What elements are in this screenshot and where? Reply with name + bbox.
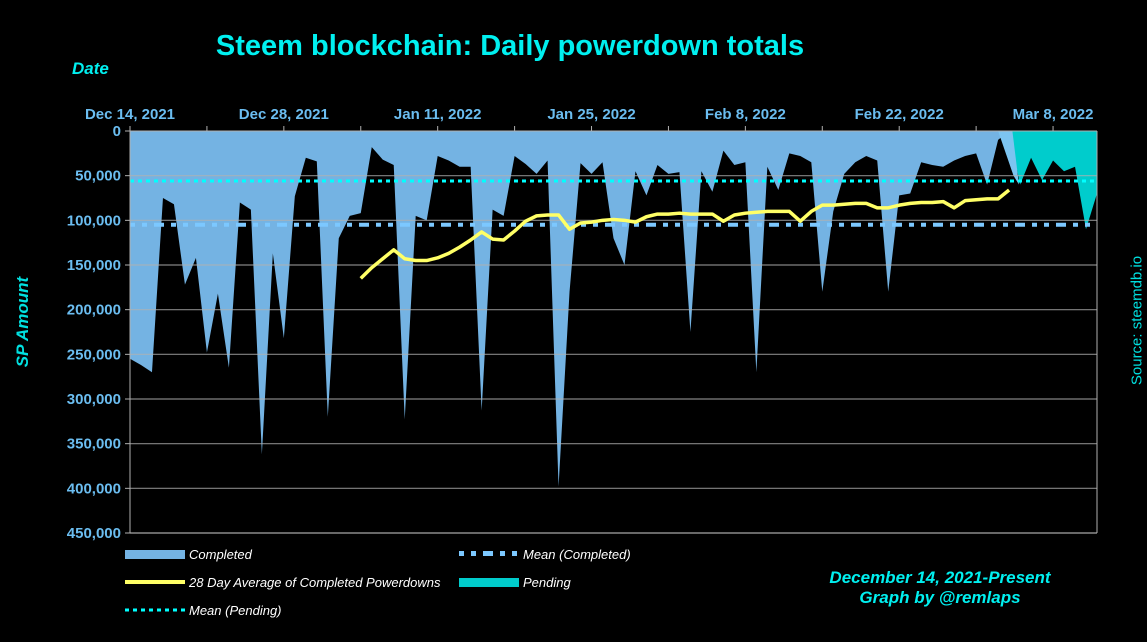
legend-label: Mean (Pending) bbox=[189, 602, 282, 618]
y-tick-label: 150,000 bbox=[67, 257, 121, 274]
legend-label: Pending bbox=[523, 574, 571, 590]
source-label: Source: steemdb.io bbox=[1128, 255, 1146, 386]
y-tick-label: 0 bbox=[113, 123, 121, 140]
legend-completed: Completed bbox=[125, 545, 252, 563]
y-tick-label: 350,000 bbox=[67, 436, 121, 453]
legend-pending: Pending bbox=[459, 573, 571, 591]
legend-label: Mean (Completed) bbox=[523, 546, 631, 562]
x-tick-label: Jan 11, 2022 bbox=[394, 106, 482, 123]
x-tick-label: Dec 28, 2021 bbox=[239, 106, 329, 123]
chart-title: Steem blockchain: Daily powerdown totals bbox=[215, 30, 805, 62]
y-tick-label: 50,000 bbox=[75, 168, 121, 185]
x-tick-label: Feb 22, 2022 bbox=[855, 106, 944, 123]
legend-swatch-mean-pending bbox=[125, 608, 185, 612]
x-tick-label: Feb 8, 2022 bbox=[705, 106, 786, 123]
x-tick-label: Dec 14, 2021 bbox=[85, 106, 175, 123]
legend-swatch-mean-completed bbox=[459, 551, 517, 556]
y-tick-label: 100,000 bbox=[67, 212, 121, 229]
credit-author: Graph by @remlaps bbox=[859, 588, 1021, 607]
legend-swatch-completed bbox=[125, 549, 185, 559]
y-axis-title: SP Amount bbox=[13, 276, 32, 368]
legend-28day-average: 28 Day Average of Completed Powerdowns bbox=[125, 573, 440, 591]
x-axis-title: Date bbox=[72, 59, 109, 78]
y-tick-label: 250,000 bbox=[67, 346, 121, 363]
legend-mean-pending: Mean (Pending) bbox=[125, 601, 282, 619]
legend-swatch-pending bbox=[459, 577, 519, 587]
avg28-line bbox=[359, 188, 1011, 280]
legend-label: Completed bbox=[189, 546, 252, 562]
credit-block: December 14, 2021-Present Graph by @reml… bbox=[790, 568, 1090, 608]
x-tick-label: Mar 8, 2022 bbox=[1013, 106, 1094, 123]
overlap-area bbox=[998, 131, 1019, 185]
y-tick-label: 200,000 bbox=[67, 302, 121, 319]
x-tick-label: Jan 25, 2022 bbox=[547, 106, 635, 123]
pending-area bbox=[1009, 131, 1097, 230]
y-tick-label: 300,000 bbox=[67, 391, 121, 408]
legend-swatch-28day-average bbox=[125, 580, 185, 584]
legend-mean-completed: Mean (Completed) bbox=[459, 545, 631, 563]
legend-label: 28 Day Average of Completed Powerdowns bbox=[189, 574, 441, 590]
y-tick-label: 450,000 bbox=[67, 525, 121, 542]
credit-date-range: December 14, 2021-Present bbox=[829, 568, 1051, 587]
y-tick-label: 400,000 bbox=[67, 480, 121, 497]
